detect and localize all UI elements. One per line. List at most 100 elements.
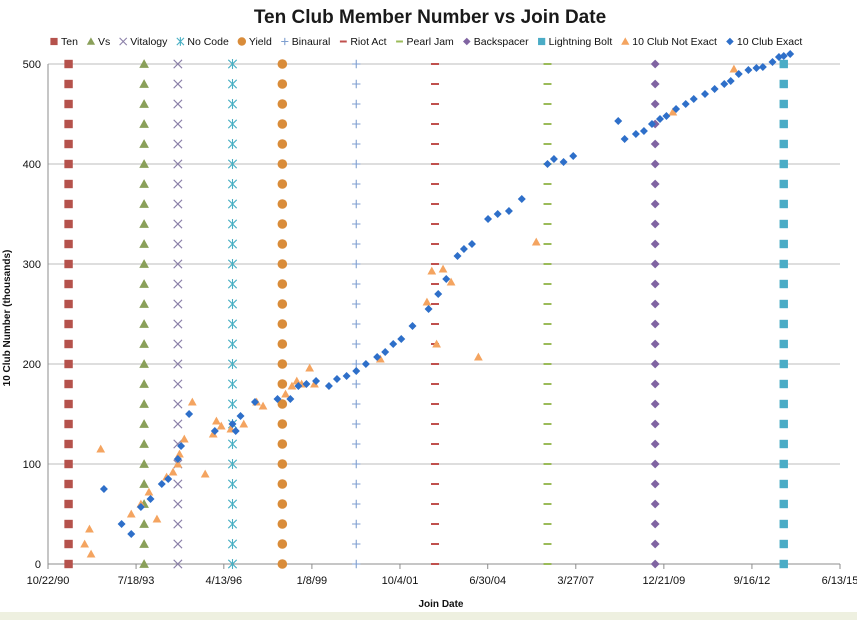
x-tick-label: 1/8/99: [297, 575, 328, 587]
data-point-10-club-not-exact: [531, 237, 541, 246]
album-marker-vs: [139, 79, 149, 88]
album-marker-backspacer: [650, 479, 660, 489]
album-marker-backspacer: [650, 459, 660, 469]
album-marker-no-code: [227, 98, 238, 110]
data-point-10-club-not-exact: [179, 434, 189, 443]
y-tick-label: 300: [23, 259, 41, 271]
data-point-10-club-not-exact: [375, 354, 385, 363]
album-marker-backspacer: [650, 99, 660, 109]
album-marker-riot-act: [431, 223, 439, 225]
chart-title: Ten Club Member Number vs Join Date: [254, 7, 606, 28]
album-marker-ten: [64, 59, 73, 69]
album-marker-riot-act: [431, 243, 439, 245]
legend-item-10-club-not-exact: 10 Club Not Exact: [621, 36, 717, 48]
album-marker-lightning-bolt: [779, 119, 788, 129]
data-point-10-club-not-exact: [427, 266, 437, 275]
album-marker-riot-act: [431, 543, 439, 545]
tick-labels: 0 100 200 300 400 500 10/22/90 7/18/93 4/13/96 1/…: [23, 59, 857, 587]
legend-item-yield: Yield: [237, 36, 272, 48]
album-marker-vitalogy: [173, 519, 183, 529]
album-marker-pearl-jam: [543, 283, 552, 285]
album-marker-no-code: [227, 538, 238, 550]
data-point-10-club-exact: [758, 63, 767, 71]
data-point-10-club-not-exact: [668, 107, 678, 116]
data-point-10-club-not-exact: [85, 524, 94, 533]
x-axis-label: Join Date: [418, 599, 463, 610]
album-marker-riot-act: [431, 443, 439, 445]
data-point-10-club-not-exact: [422, 297, 432, 306]
data-point-10-club-not-exact: [239, 419, 249, 428]
data-point-10-club-not-exact: [144, 487, 154, 496]
album-marker-binaural: [352, 319, 361, 329]
album-marker-ten: [64, 239, 73, 249]
album-marker-binaural: [352, 79, 361, 89]
album-marker-backspacer: [650, 219, 660, 229]
album-marker-lightning-bolt: [779, 179, 788, 189]
data-point-10-club-exact: [517, 195, 526, 203]
data-point-10-club-exact: [734, 70, 743, 78]
album-marker-pearl-jam: [543, 203, 552, 205]
album-marker-vs: [139, 379, 149, 388]
album-marker-yield: [277, 559, 288, 569]
data-point-10-club-exact: [332, 375, 341, 383]
album-marker-backspacer: [650, 79, 660, 89]
album-marker-binaural: [352, 179, 361, 189]
legend-marker-pearl-jam: [396, 40, 403, 43]
album-marker-ten: [64, 399, 73, 409]
album-marker-vitalogy: [173, 219, 183, 229]
album-marker-ten: [64, 479, 73, 489]
legend-item-binaural: Binaural: [281, 36, 330, 48]
album-marker-vs: [139, 439, 149, 448]
album-marker-ten: [64, 299, 73, 309]
album-marker-ten: [64, 119, 73, 129]
y-tick-label: 200: [23, 359, 41, 371]
data-point-10-club-exact: [744, 66, 753, 74]
legend-label: Vitalogy: [130, 36, 168, 48]
album-marker-binaural: [352, 339, 361, 349]
album-marker-pearl-jam: [543, 543, 552, 545]
album-marker-riot-act: [431, 183, 439, 185]
data-point-10-club-not-exact: [80, 539, 90, 548]
data-point-10-club-not-exact: [168, 467, 178, 476]
album-marker-vitalogy: [173, 499, 183, 509]
data-points: [80, 50, 795, 558]
album-marker-binaural: [352, 259, 361, 269]
y-tick-label: 100: [23, 459, 41, 471]
x-tick-label: 12/21/09: [642, 575, 685, 587]
album-marker-ten: [64, 339, 73, 349]
album-marker-lightning-bolt: [779, 399, 788, 409]
album-marker-binaural: [352, 359, 361, 369]
album-marker-yield: [277, 539, 288, 549]
album-marker-lightning-bolt: [779, 559, 788, 569]
album-marker-ten: [64, 519, 73, 529]
legend-label: Yield: [249, 36, 272, 48]
album-marker-pearl-jam: [543, 363, 552, 365]
legend-label: Riot Act: [350, 36, 386, 48]
album-marker-backspacer: [650, 279, 660, 289]
album-marker-binaural: [352, 519, 361, 529]
album-marker-ten: [64, 499, 73, 509]
gridlines: [48, 63, 840, 465]
data-point-10-club-exact: [312, 377, 321, 385]
album-marker-yield: [277, 299, 288, 309]
album-marker-yield: [277, 79, 288, 89]
album-marker-lightning-bolt: [779, 499, 788, 509]
data-point-10-club-exact: [231, 427, 240, 435]
album-marker-pearl-jam: [543, 123, 552, 125]
album-marker-backspacer: [650, 339, 660, 349]
album-marker-pearl-jam: [543, 63, 552, 65]
album-marker-pearl-jam: [543, 423, 552, 425]
album-marker-lightning-bolt: [779, 99, 788, 109]
data-point-10-club-not-exact: [212, 416, 221, 425]
album-marker-pearl-jam: [543, 103, 552, 105]
album-marker-backspacer: [650, 59, 660, 69]
album-marker-lightning-bolt: [779, 239, 788, 249]
album-marker-vs: [139, 299, 149, 308]
album-marker-riot-act: [431, 63, 439, 65]
data-point-10-club-exact: [127, 530, 136, 538]
album-marker-lightning-bolt: [779, 379, 788, 389]
album-marker-riot-act: [431, 303, 439, 305]
album-marker-vitalogy: [173, 119, 183, 129]
y-tick-label: 500: [23, 59, 41, 71]
y-tick-label: 400: [23, 159, 41, 171]
